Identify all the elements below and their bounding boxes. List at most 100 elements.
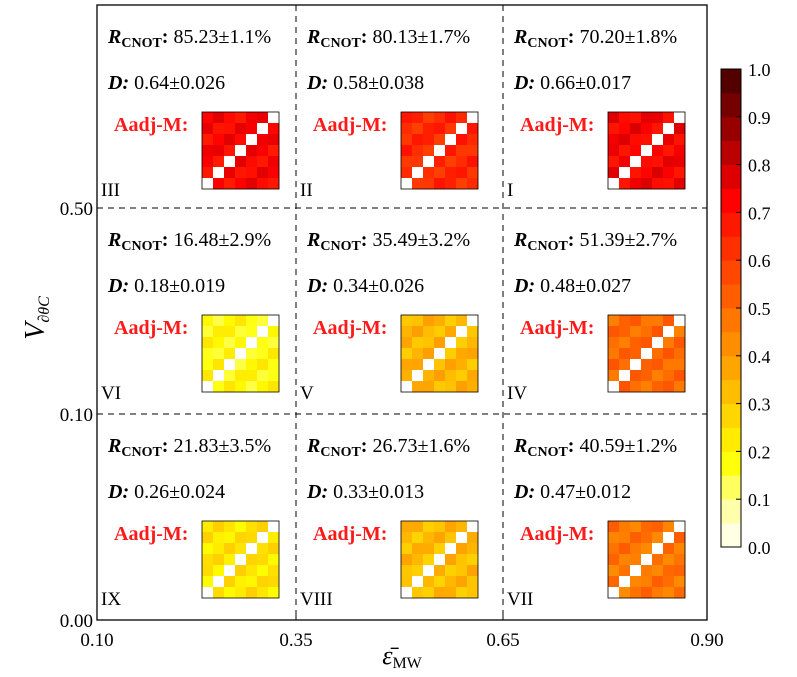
adjacency-heatmap [607,520,686,599]
adjacency-heatmap [201,520,280,599]
matrix-cell [641,565,653,577]
matrix-cell [401,576,413,588]
aadj-label: Aadj-M: [520,523,594,545]
matrix-border [607,314,686,393]
matrix-cell [268,543,280,555]
matrix-cell [619,156,631,168]
matrix-cell [202,156,214,168]
matrix-cell [434,587,446,599]
matrix-cell [467,326,479,338]
matrix-cell [467,521,479,533]
d-label: D: 0.34±0.026 [306,275,424,297]
matrix-cell [641,348,653,360]
matrix-cell [674,145,686,157]
matrix-cell [663,381,675,393]
matrix-cell [246,348,258,360]
y-axis-label: V∂θC [20,296,53,340]
matrix-cell [401,315,413,327]
matrix-cell [467,123,479,135]
colorbar-band [721,188,741,213]
colorbar-tick-label: 0.2 [748,442,771,462]
matrix-cell [434,326,446,338]
matrix-cell [235,381,247,393]
matrix-cell [663,156,675,168]
matrix-cell [401,178,413,190]
matrix-cell [630,359,642,371]
matrix-cell [456,565,468,577]
matrix-cell [641,156,653,168]
matrix-cell [467,337,479,349]
matrix-cell [423,178,435,190]
matrix-cell [235,543,247,555]
r-cnot-label: RCNOT: 35.49±3.2% [306,229,470,254]
matrix-cell [268,178,280,190]
matrix-cell [224,337,236,349]
matrix-cell [608,178,620,190]
adjacency-heatmap [607,111,686,190]
matrix-cell [246,370,258,382]
matrix-cell [619,326,631,338]
matrix-cell [423,532,435,544]
colorbar-tick-label: 0.4 [748,347,771,367]
axes: 0.10 0.35 0.65 0.900.500.100.00ε̄MWV∂θC [20,199,724,672]
matrix-cell [257,543,269,555]
matrix-cell [467,532,479,544]
colorbar-band [721,164,741,189]
matrix-cell [674,532,686,544]
matrix-cell [445,156,457,168]
matrix-cell [652,370,664,382]
matrix-cell [268,532,280,544]
matrix-cell [619,532,631,544]
matrix-cell [663,587,675,599]
matrix-cell [445,521,457,533]
matrix-cell [641,521,653,533]
matrix-cell [213,370,225,382]
r-cnot-label: RCNOT: 85.23±1.1% [107,26,271,51]
matrix-cell [456,156,468,168]
matrix-cell [434,565,446,577]
matrix-cell [401,123,413,135]
y-tick-label: 0.10 [60,405,93,426]
matrix-cell [401,532,413,544]
matrix-cell [268,134,280,146]
matrix-cell [257,123,269,135]
matrix-cell [401,359,413,371]
matrix-cell [652,134,664,146]
matrix-cell [213,565,225,577]
matrix-cell [641,123,653,135]
matrix-cell [619,587,631,599]
matrix-cell [268,554,280,566]
colorbar-band [721,331,741,357]
matrix-cell [434,381,446,393]
colorbar-band [721,284,741,309]
aadj-label: Aadj-M: [114,317,188,339]
matrix-cell [663,315,675,327]
matrix-cell [213,167,225,179]
matrix-cell [608,315,620,327]
matrix-cell [674,348,686,360]
matrix-cell [619,167,631,179]
matrix-cell [224,178,236,190]
matrix-cell [257,554,269,566]
d-label: D: 0.48±0.027 [513,275,631,297]
colorbar-tick-label: 0.0 [748,538,771,558]
matrix-cell [202,576,214,588]
panel-II: RCNOT: 80.13±1.7% D: 0.58±0.038 Aadj-M: II [300,26,479,201]
matrix-cell [412,565,424,577]
matrix-cell [202,134,214,146]
matrix-cell [401,370,413,382]
matrix-cell [235,370,247,382]
matrix-cell [641,532,653,544]
matrix-cell [235,178,247,190]
matrix-cell [235,565,247,577]
matrix-cell [663,370,675,382]
matrix-cell [401,565,413,577]
matrix-cell [630,587,642,599]
matrix-cell [456,348,468,360]
matrix-cell [467,315,479,327]
matrix-cell [235,156,247,168]
matrix-cell [202,381,214,393]
x-axis-label: ε̄MW [382,641,422,672]
matrix-cell [434,359,446,371]
matrix-cell [663,134,675,146]
